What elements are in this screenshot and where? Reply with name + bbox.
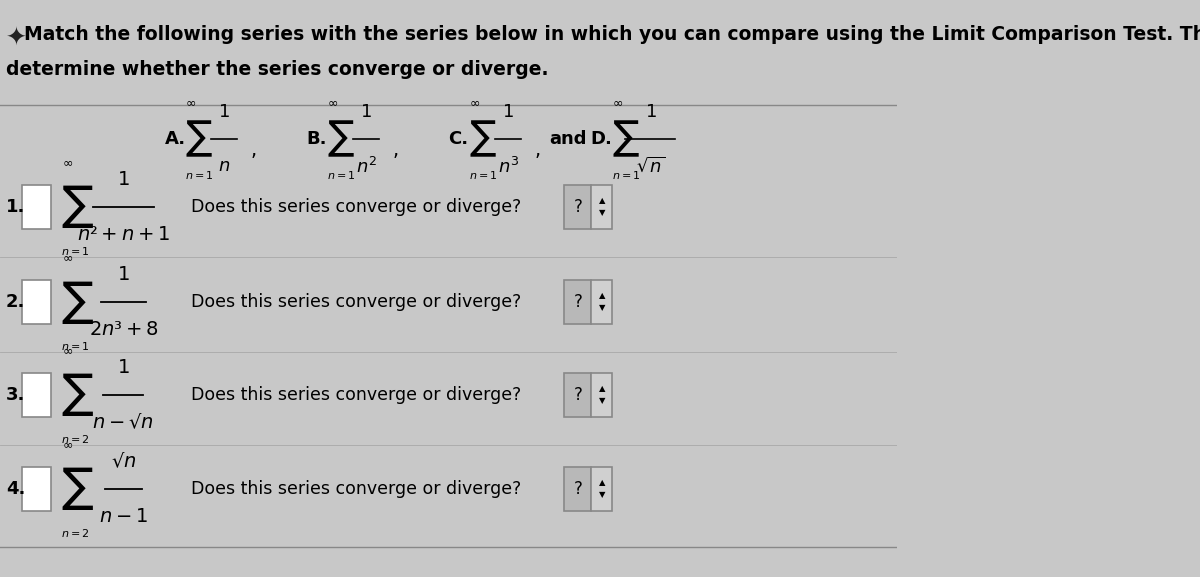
Text: D.: D. xyxy=(590,130,612,148)
Text: $n=2$: $n=2$ xyxy=(61,433,90,445)
FancyBboxPatch shape xyxy=(564,467,592,511)
Text: $\infty$: $\infty$ xyxy=(62,251,73,264)
Text: $\sum$: $\sum$ xyxy=(185,119,214,159)
Text: $\sqrt{n}$: $\sqrt{n}$ xyxy=(636,157,665,177)
Text: $\infty$: $\infty$ xyxy=(328,96,338,109)
Text: $n^2$: $n^2$ xyxy=(356,157,377,177)
Text: $n − 1$: $n − 1$ xyxy=(98,507,148,526)
Text: $n=1$: $n=1$ xyxy=(612,169,640,181)
Text: $\sum$: $\sum$ xyxy=(61,279,94,325)
Text: ▲: ▲ xyxy=(599,384,605,394)
Text: $n^3$: $n^3$ xyxy=(498,157,518,177)
Text: ▼: ▼ xyxy=(599,490,605,500)
FancyBboxPatch shape xyxy=(23,185,50,229)
Text: $\sum$: $\sum$ xyxy=(61,372,94,418)
FancyBboxPatch shape xyxy=(564,185,592,229)
FancyBboxPatch shape xyxy=(23,467,50,511)
Text: $n$: $n$ xyxy=(218,157,230,175)
Text: $√n$: $√n$ xyxy=(110,451,136,471)
Text: $n² + n + 1$: $n² + n + 1$ xyxy=(77,225,170,244)
Text: $n=1$: $n=1$ xyxy=(61,340,90,352)
Text: $\sum$: $\sum$ xyxy=(61,466,94,512)
Text: $\sum$: $\sum$ xyxy=(328,119,355,159)
Text: ,: , xyxy=(251,141,257,160)
FancyBboxPatch shape xyxy=(564,373,592,417)
Text: $\infty$: $\infty$ xyxy=(62,438,73,451)
Text: $1$: $1$ xyxy=(644,103,656,121)
Text: B.: B. xyxy=(306,130,328,148)
Text: $2n³ + 8$: $2n³ + 8$ xyxy=(89,320,158,339)
Text: $1$: $1$ xyxy=(118,265,130,284)
Text: determine whether the series converge or diverge.: determine whether the series converge or… xyxy=(6,60,548,79)
Text: $1$: $1$ xyxy=(118,170,130,189)
Text: $n=1$: $n=1$ xyxy=(328,169,356,181)
Text: $1$: $1$ xyxy=(360,103,372,121)
FancyBboxPatch shape xyxy=(564,280,592,324)
Text: ▲: ▲ xyxy=(599,197,605,205)
Text: 2.: 2. xyxy=(6,293,25,311)
Text: 3.: 3. xyxy=(6,386,25,404)
Text: C.: C. xyxy=(449,130,469,148)
Text: A.: A. xyxy=(164,130,186,148)
Text: $\sum$: $\sum$ xyxy=(61,183,94,230)
Text: $\sum$: $\sum$ xyxy=(612,119,640,159)
Text: $n=1$: $n=1$ xyxy=(469,169,498,181)
Text: Does this series converge or diverge?: Does this series converge or diverge? xyxy=(191,480,521,498)
Text: $1$: $1$ xyxy=(503,103,515,121)
Text: 1.: 1. xyxy=(6,198,25,216)
Text: $\infty$: $\infty$ xyxy=(62,156,73,169)
Text: ▼: ▼ xyxy=(599,304,605,313)
Text: ?: ? xyxy=(574,480,582,498)
Text: and: and xyxy=(550,130,587,148)
FancyBboxPatch shape xyxy=(592,467,612,511)
Text: ▲: ▲ xyxy=(599,478,605,488)
Text: Match the following series with the series below in which you can compare using : Match the following series with the seri… xyxy=(24,25,1200,44)
Text: ?: ? xyxy=(574,198,582,216)
Text: $\infty$: $\infty$ xyxy=(185,96,197,109)
Text: ▼: ▼ xyxy=(599,208,605,218)
Text: ▼: ▼ xyxy=(599,396,605,406)
Text: ?: ? xyxy=(574,293,582,311)
FancyBboxPatch shape xyxy=(23,280,50,324)
Text: ,: , xyxy=(534,141,541,160)
Text: $n − √n$: $n − √n$ xyxy=(92,413,155,433)
FancyBboxPatch shape xyxy=(23,373,50,417)
Text: $n=2$: $n=2$ xyxy=(61,527,90,539)
Text: ,: , xyxy=(392,141,398,160)
Text: Does this series converge or diverge?: Does this series converge or diverge? xyxy=(191,198,521,216)
Text: Does this series converge or diverge?: Does this series converge or diverge? xyxy=(191,386,521,404)
Text: Does this series converge or diverge?: Does this series converge or diverge? xyxy=(191,293,521,311)
Text: 4.: 4. xyxy=(6,480,25,498)
Text: $\infty$: $\infty$ xyxy=(612,96,623,109)
Text: $\infty$: $\infty$ xyxy=(469,96,480,109)
FancyBboxPatch shape xyxy=(592,280,612,324)
Text: $n=1$: $n=1$ xyxy=(185,169,214,181)
Text: $\infty$: $\infty$ xyxy=(62,344,73,357)
FancyBboxPatch shape xyxy=(592,373,612,417)
Text: $\sum$: $\sum$ xyxy=(469,119,497,159)
Text: ?: ? xyxy=(574,386,582,404)
Text: $n=1$: $n=1$ xyxy=(61,245,90,257)
Text: $1$: $1$ xyxy=(118,358,130,377)
Text: $1$: $1$ xyxy=(218,103,230,121)
Text: ✦: ✦ xyxy=(6,27,26,51)
Text: ▲: ▲ xyxy=(599,291,605,301)
FancyBboxPatch shape xyxy=(592,185,612,229)
